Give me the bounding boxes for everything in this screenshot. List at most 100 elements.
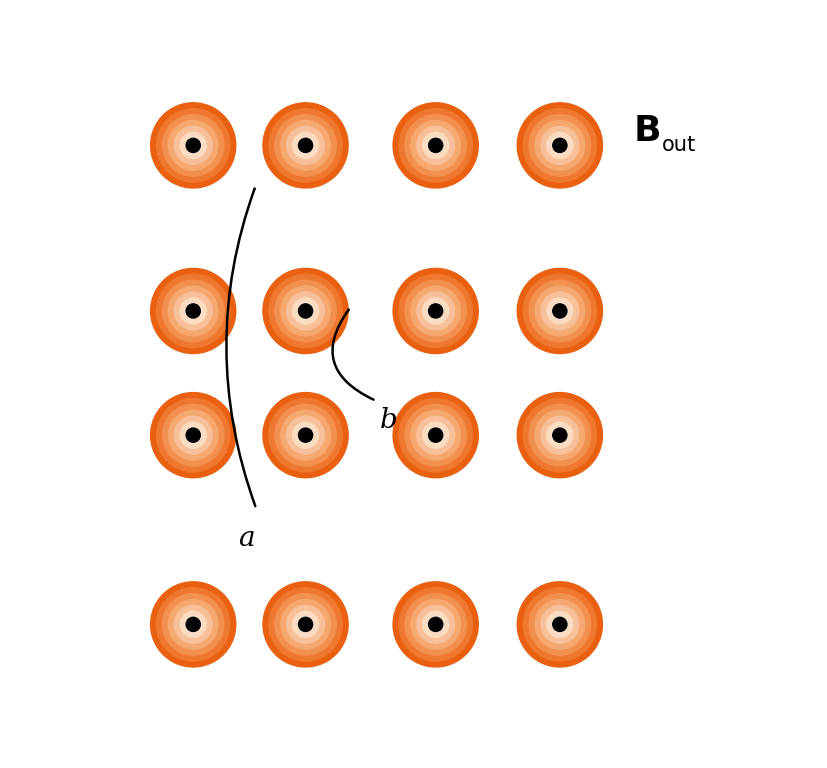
Circle shape	[180, 422, 206, 449]
Circle shape	[547, 132, 573, 158]
Circle shape	[393, 582, 478, 667]
Circle shape	[428, 617, 443, 632]
Circle shape	[185, 303, 201, 319]
Circle shape	[174, 127, 213, 164]
Circle shape	[280, 286, 331, 336]
Circle shape	[552, 303, 567, 319]
Circle shape	[423, 611, 449, 637]
Circle shape	[529, 280, 590, 342]
Circle shape	[299, 138, 313, 153]
Circle shape	[541, 127, 579, 164]
Circle shape	[298, 137, 313, 153]
Circle shape	[517, 268, 602, 353]
Text: b: b	[380, 407, 397, 434]
Circle shape	[523, 588, 596, 661]
Circle shape	[428, 617, 442, 631]
Circle shape	[263, 103, 348, 188]
Circle shape	[399, 588, 472, 661]
Circle shape	[298, 617, 313, 632]
Circle shape	[405, 114, 466, 176]
Circle shape	[541, 292, 579, 330]
Circle shape	[263, 392, 348, 478]
Circle shape	[162, 405, 224, 466]
Circle shape	[517, 582, 602, 667]
Circle shape	[411, 286, 461, 336]
Circle shape	[185, 137, 201, 153]
Circle shape	[162, 280, 224, 342]
Circle shape	[523, 399, 596, 472]
Circle shape	[428, 428, 442, 442]
Circle shape	[535, 600, 585, 649]
Circle shape	[523, 274, 596, 348]
Circle shape	[552, 304, 567, 318]
Circle shape	[280, 410, 331, 460]
Circle shape	[186, 138, 200, 153]
Circle shape	[405, 594, 466, 655]
Circle shape	[174, 292, 213, 330]
Circle shape	[299, 428, 313, 442]
Circle shape	[287, 292, 324, 330]
Circle shape	[162, 594, 224, 655]
Circle shape	[423, 422, 449, 449]
Circle shape	[280, 121, 331, 170]
Circle shape	[275, 114, 337, 176]
Circle shape	[151, 268, 236, 353]
Circle shape	[517, 103, 602, 188]
Circle shape	[263, 582, 348, 667]
Circle shape	[275, 280, 337, 342]
Circle shape	[552, 428, 567, 443]
Circle shape	[541, 605, 579, 644]
Circle shape	[547, 422, 573, 449]
Circle shape	[156, 274, 230, 348]
Circle shape	[552, 617, 567, 632]
Circle shape	[180, 298, 206, 324]
Circle shape	[162, 114, 224, 176]
Circle shape	[156, 399, 230, 472]
Circle shape	[552, 428, 567, 442]
Circle shape	[547, 298, 573, 324]
Circle shape	[428, 428, 443, 443]
Circle shape	[529, 114, 590, 176]
Circle shape	[275, 405, 337, 466]
Circle shape	[399, 399, 472, 472]
Text: a: a	[238, 525, 255, 552]
Circle shape	[180, 611, 206, 637]
Text: out: out	[662, 135, 696, 155]
Circle shape	[186, 304, 200, 318]
Circle shape	[293, 132, 318, 158]
Circle shape	[287, 605, 324, 644]
Circle shape	[399, 274, 472, 348]
Circle shape	[411, 600, 461, 649]
Circle shape	[417, 605, 455, 644]
Circle shape	[186, 617, 200, 631]
Circle shape	[399, 109, 472, 182]
Circle shape	[269, 109, 342, 182]
Circle shape	[151, 582, 236, 667]
Circle shape	[428, 303, 443, 319]
Circle shape	[523, 109, 596, 182]
Circle shape	[269, 399, 342, 472]
Circle shape	[552, 138, 567, 153]
Circle shape	[517, 392, 602, 478]
Circle shape	[428, 137, 443, 153]
Circle shape	[185, 428, 201, 443]
Circle shape	[299, 617, 313, 631]
Circle shape	[417, 416, 455, 454]
Circle shape	[428, 304, 442, 318]
Circle shape	[298, 428, 313, 443]
FancyArrowPatch shape	[227, 189, 256, 506]
Circle shape	[151, 103, 236, 188]
Circle shape	[405, 280, 466, 342]
Circle shape	[293, 422, 318, 449]
Circle shape	[263, 268, 348, 353]
Circle shape	[411, 410, 461, 460]
Circle shape	[169, 410, 218, 460]
Circle shape	[552, 137, 567, 153]
Circle shape	[287, 127, 324, 164]
Circle shape	[417, 127, 455, 164]
Circle shape	[275, 594, 337, 655]
Circle shape	[417, 292, 455, 330]
Circle shape	[156, 588, 230, 661]
Circle shape	[411, 121, 461, 170]
Circle shape	[552, 617, 567, 631]
